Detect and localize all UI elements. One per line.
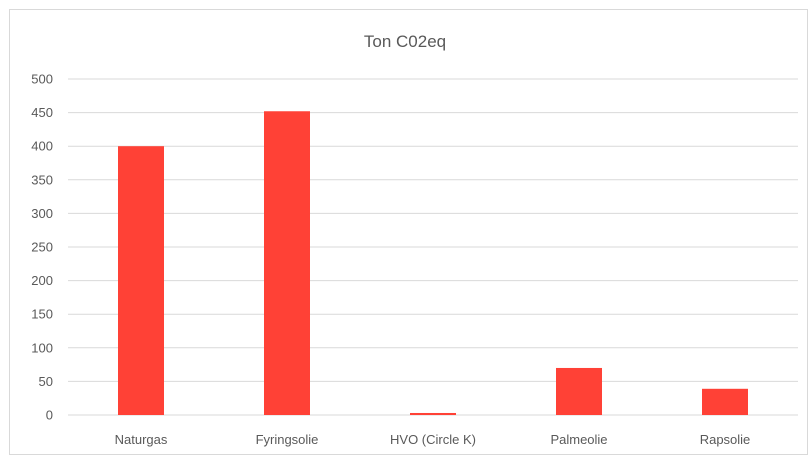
y-tick-label: 0 (46, 408, 53, 423)
x-category-label: HVO (Circle K) (390, 432, 476, 447)
y-axis-ticks: 0 50 100 150 200 250 300 350 400 450 500 (31, 72, 53, 423)
x-category-label: Rapsolie (700, 432, 751, 447)
y-tick-label: 450 (31, 105, 53, 120)
y-tick-label: 350 (31, 172, 53, 187)
bars (118, 111, 748, 416)
x-axis-labels: Naturgas Fyringsolie HVO (Circle K) Palmeol… (115, 432, 751, 447)
bar-naturgas (118, 146, 164, 415)
y-tick-label: 500 (31, 72, 53, 87)
x-category-label: Naturgas (115, 432, 168, 447)
bar-rapsolie (702, 388, 748, 415)
x-category-label: Fyringsolie (256, 432, 319, 447)
y-tick-label: 150 (31, 307, 53, 322)
y-tick-label: 200 (31, 273, 53, 288)
gridlines (68, 78, 798, 416)
bar-palmeolie (556, 367, 602, 415)
y-tick-label: 100 (31, 340, 53, 355)
y-tick-label: 300 (31, 206, 53, 221)
y-tick-label: 50 (39, 374, 53, 389)
x-category-label: Palmeolie (550, 432, 607, 447)
y-tick-label: 250 (31, 240, 53, 255)
bar-fyringsolie (264, 111, 310, 416)
bar-hvo-circle-k (410, 412, 456, 415)
y-tick-label: 400 (31, 139, 53, 154)
chart-title: Ton C02eq (363, 32, 447, 51)
